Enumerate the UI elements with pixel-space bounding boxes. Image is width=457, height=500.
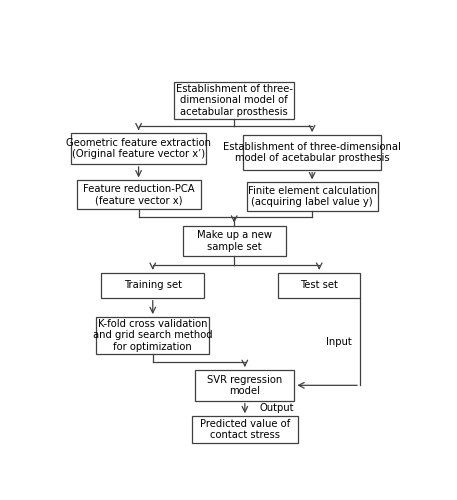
FancyBboxPatch shape — [195, 370, 294, 400]
Text: Predicted value of
contact stress: Predicted value of contact stress — [200, 419, 290, 440]
Text: K-fold cross validation
and grid search method
for optimization: K-fold cross validation and grid search … — [93, 318, 213, 352]
FancyBboxPatch shape — [77, 180, 201, 209]
Text: Output: Output — [259, 404, 293, 413]
FancyBboxPatch shape — [101, 272, 204, 297]
Text: Input: Input — [326, 336, 351, 346]
Text: Training set: Training set — [124, 280, 182, 290]
FancyBboxPatch shape — [192, 416, 298, 443]
FancyBboxPatch shape — [278, 272, 360, 297]
FancyBboxPatch shape — [247, 182, 377, 211]
FancyBboxPatch shape — [174, 82, 294, 120]
FancyBboxPatch shape — [96, 317, 209, 354]
Text: Test set: Test set — [300, 280, 338, 290]
Text: Feature reduction-PCA
(feature vector x): Feature reduction-PCA (feature vector x) — [83, 184, 194, 206]
FancyBboxPatch shape — [183, 226, 286, 256]
Text: Establishment of three-dimensional
model of acetabular prosthesis: Establishment of three-dimensional model… — [223, 142, 401, 163]
FancyBboxPatch shape — [71, 133, 206, 164]
Text: Establishment of three-
dimensional model of
acetabular prosthesis: Establishment of three- dimensional mode… — [175, 84, 293, 117]
Text: Geometric feature extraction
(Original feature vector x’): Geometric feature extraction (Original f… — [66, 138, 211, 160]
Text: Finite element calculation
(acquiring label value y): Finite element calculation (acquiring la… — [248, 186, 377, 208]
Text: SVR regression
model: SVR regression model — [207, 374, 282, 396]
FancyBboxPatch shape — [243, 135, 381, 170]
Text: Make up a new
sample set: Make up a new sample set — [197, 230, 272, 252]
